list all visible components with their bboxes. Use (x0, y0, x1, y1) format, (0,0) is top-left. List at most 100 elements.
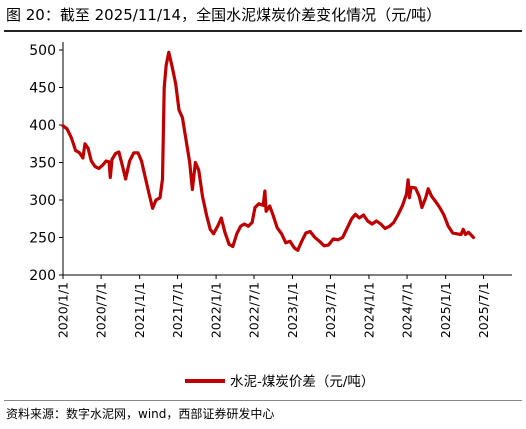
data-point (102, 163, 105, 166)
data-point (293, 247, 296, 250)
data-point (332, 238, 335, 241)
data-point (263, 190, 266, 193)
data-point (140, 160, 143, 163)
data-point (144, 176, 147, 179)
x-tick-label: 2025/1/1 (438, 282, 453, 338)
data-point (243, 223, 246, 226)
data-point (420, 206, 423, 209)
data-point (228, 243, 231, 246)
data-point (239, 225, 242, 228)
y-tick-label: 450 (29, 81, 56, 97)
data-point (358, 217, 361, 220)
data-point (414, 187, 417, 190)
data-point (442, 214, 445, 217)
data-point (108, 160, 111, 163)
data-point (81, 157, 84, 160)
data-point (460, 233, 463, 236)
data-point (354, 213, 357, 216)
data-point (327, 244, 330, 247)
data-point (171, 65, 174, 68)
data-point (254, 206, 257, 209)
data-point (174, 82, 177, 85)
y-tick-label: 200 (29, 268, 56, 284)
data-point (74, 149, 77, 152)
data-point (438, 206, 441, 209)
data-point (66, 127, 69, 130)
data-point (407, 178, 410, 181)
data-point (313, 236, 316, 239)
data-point (70, 136, 73, 139)
data-point (209, 228, 212, 231)
data-point (451, 232, 454, 235)
data-point (392, 221, 395, 224)
data-point (137, 151, 140, 154)
y-tick-label: 350 (29, 156, 56, 172)
data-point (405, 193, 408, 196)
x-tick-label: 2024/1/1 (361, 282, 376, 338)
title-divider (4, 30, 522, 32)
data-point (90, 160, 93, 163)
data-point (87, 147, 90, 150)
legend: 水泥-煤炭价差（元/吨） (185, 374, 374, 390)
data-point (223, 231, 226, 234)
data-point (350, 217, 353, 220)
data-point (161, 178, 164, 181)
data-point (109, 176, 112, 179)
data-point (188, 161, 191, 164)
x-tick-label: 2020/1/1 (56, 282, 71, 338)
data-point (470, 234, 473, 237)
data-point (105, 160, 108, 163)
data-point (396, 214, 399, 217)
data-point (371, 223, 374, 226)
data-point (93, 165, 96, 168)
data-point (362, 214, 365, 217)
data-point (424, 196, 427, 199)
data-point (467, 231, 470, 234)
data-point (185, 140, 188, 143)
data-point (268, 205, 271, 208)
y-tick-label: 250 (29, 231, 56, 247)
data-point (455, 232, 458, 235)
data-point (464, 233, 467, 236)
data-point (231, 245, 234, 248)
data-point (257, 202, 260, 205)
data-point (247, 225, 250, 228)
data-point (235, 232, 238, 235)
x-tick-label: 2023/1/1 (285, 282, 300, 338)
x-tick-label: 2022/1/1 (209, 282, 224, 338)
data-point (462, 228, 465, 231)
x-tick-label: 2024/7/1 (400, 282, 415, 338)
data-point (128, 160, 131, 163)
series-line (61, 50, 476, 252)
data-point (159, 196, 162, 199)
data-point (309, 230, 312, 233)
x-tick-label: 2025/7/1 (476, 282, 491, 338)
data-point (410, 186, 413, 189)
data-point (167, 51, 170, 54)
data-point (284, 241, 287, 244)
data-point (148, 193, 151, 196)
data-point (388, 225, 391, 228)
data-point (472, 236, 475, 239)
data-point (366, 220, 369, 223)
legend-label: 水泥-煤炭价差（元/吨） (230, 374, 374, 390)
data-point (296, 249, 299, 252)
data-point (401, 205, 404, 208)
plot-area (61, 50, 476, 252)
data-point (304, 232, 307, 235)
x-tick-label: 2021/7/1 (170, 282, 185, 338)
y-tick-label: 300 (29, 193, 56, 209)
data-point (337, 238, 340, 241)
data-point (384, 227, 387, 230)
data-point (323, 244, 326, 247)
y-tick-label: 400 (29, 118, 56, 134)
data-point (430, 195, 433, 198)
data-point (434, 200, 437, 203)
data-point (181, 116, 184, 119)
data-point (84, 142, 87, 145)
data-point (191, 188, 194, 191)
data-point (78, 151, 81, 154)
y-tick-label: 500 (29, 43, 56, 59)
data-point (212, 232, 215, 235)
x-tick-label: 2023/7/1 (323, 282, 338, 338)
